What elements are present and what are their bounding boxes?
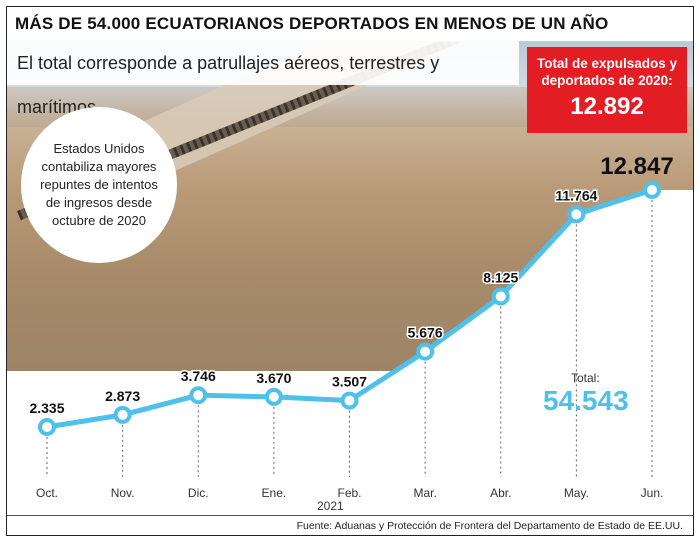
headline: MÁS DE 54.000 ECUATORIANOS DEPORTADOS EN… xyxy=(7,7,693,42)
infographic-frame: MÁS DE 54.000 ECUATORIANOS DEPORTADOS EN… xyxy=(6,6,694,536)
x-tick-label: Oct. xyxy=(36,486,58,500)
data-point xyxy=(264,387,283,406)
x-tick-label: Jun. xyxy=(641,486,664,500)
total-2020-callout: Total de expulsados y deportados de 2020… xyxy=(527,47,687,133)
data-label: 3.670 xyxy=(256,370,291,386)
line-chart: 2.335 Oct. 2.873 Nov. 3.746 Dic. 3.670 Ene. 3.50… xyxy=(7,153,693,535)
source-note: Fuente: Aduanas y Protección de Frontera… xyxy=(296,520,683,532)
data-label: 8.125 xyxy=(483,269,518,285)
callout-label: Total de expulsados y deportados de 2020… xyxy=(536,56,678,88)
x-tick-label: Nov. xyxy=(111,486,135,500)
data-label: 11.764 xyxy=(555,187,597,203)
data-point xyxy=(340,391,359,410)
data-label: 3.746 xyxy=(181,368,216,384)
bubble-text: Estados Unidos contabiliza mayores repun… xyxy=(40,141,158,228)
total-value: 54.543 xyxy=(543,385,629,416)
data-label: 12.847 xyxy=(600,153,673,180)
x-tick-label: Abr. xyxy=(490,486,511,500)
year-label: 2021 xyxy=(317,499,344,513)
data-point xyxy=(643,181,661,199)
data-point xyxy=(38,418,56,436)
total-label: Total: xyxy=(571,371,600,385)
data-point xyxy=(567,205,586,224)
data-point xyxy=(491,287,510,306)
data-label: 2.335 xyxy=(29,400,64,416)
data-label: 3.507 xyxy=(332,374,367,390)
subtitle: El total corresponde a patrullajes aéreo… xyxy=(7,41,519,117)
info-bubble: Estados Unidos contabiliza mayores repun… xyxy=(21,107,177,263)
x-tick-label: Mar. xyxy=(413,486,436,500)
data-label: 2.873 xyxy=(105,388,140,404)
x-tick-label: Dic. xyxy=(188,486,209,500)
callout-value: 12.892 xyxy=(570,93,644,120)
x-tick-label: May. xyxy=(564,486,589,500)
x-tick-label: Ene. xyxy=(262,486,287,500)
chart-area-fill xyxy=(7,190,693,535)
data-point xyxy=(416,342,435,361)
data-point xyxy=(189,386,208,405)
data-point xyxy=(113,405,132,424)
divider xyxy=(7,515,693,516)
x-tick-label: Feb. xyxy=(337,486,361,500)
data-label: 5.676 xyxy=(408,325,443,341)
